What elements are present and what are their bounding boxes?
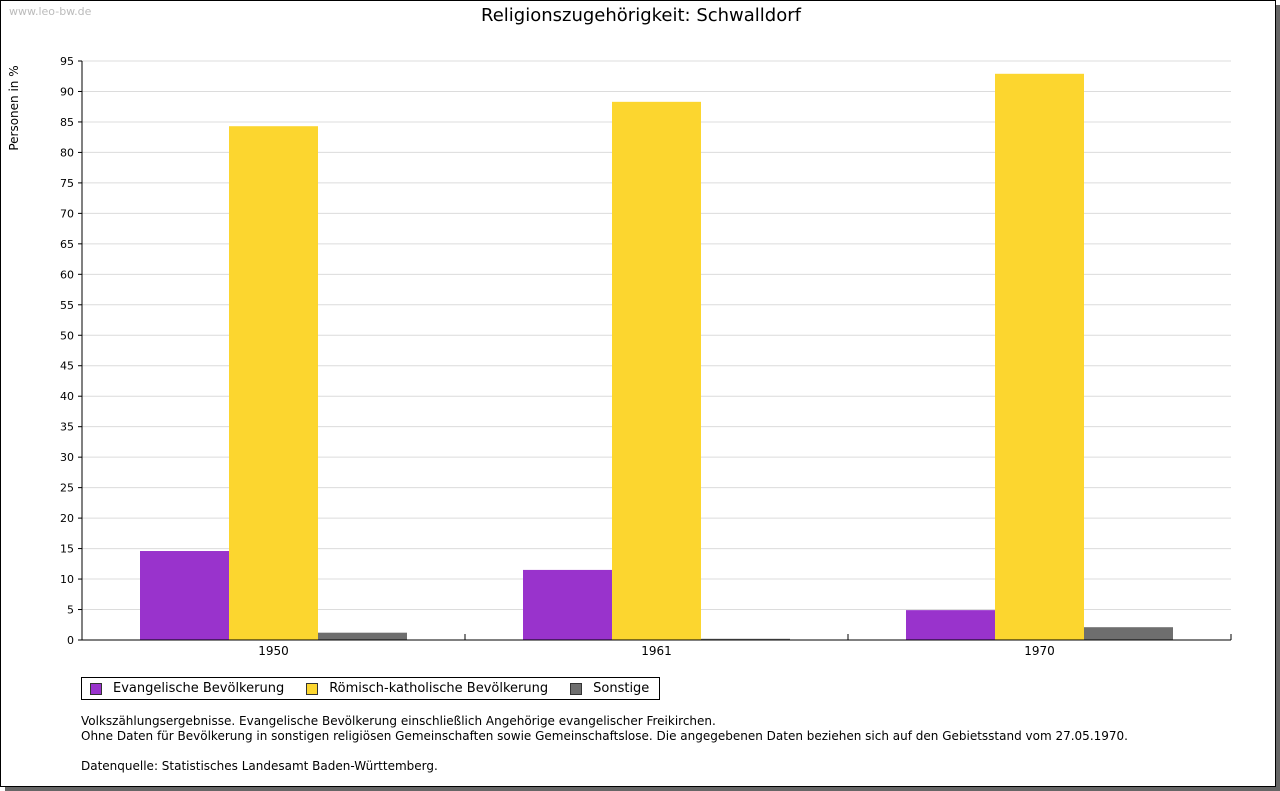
y-tick-label: 90 [60, 85, 74, 98]
y-tick-label: 5 [67, 604, 74, 617]
y-tick-label: 55 [60, 299, 74, 312]
bar-2-1970 [1084, 627, 1173, 640]
legend-item: Evangelische Bevölkerung [90, 681, 284, 696]
y-tick-label: 95 [60, 55, 74, 68]
x-tick-label: 1970 [1024, 644, 1055, 658]
y-tick-label: 65 [60, 238, 74, 251]
legend-item: Römisch-katholische Bevölkerung [306, 681, 548, 696]
y-tick-label: 45 [60, 360, 74, 373]
bar-2-1950 [318, 632, 407, 640]
notes: Volkszählungsergebnisse. Evangelische Be… [81, 714, 1128, 774]
y-tick-label: 15 [60, 543, 74, 556]
bar-1-1950 [229, 126, 318, 640]
legend-label: Sonstige [593, 681, 650, 696]
x-tick-label: 1950 [258, 644, 289, 658]
watermark: www.leo-bw.de [9, 5, 92, 18]
y-tick-label: 85 [60, 116, 74, 129]
y-tick-label: 40 [60, 390, 74, 403]
note-line [81, 744, 1128, 759]
bar-0-1950 [140, 551, 229, 640]
y-tick-label: 80 [60, 146, 74, 159]
y-tick-label: 50 [60, 329, 74, 342]
note-line: Volkszählungsergebnisse. Evangelische Be… [81, 714, 716, 728]
y-tick-label: 75 [60, 177, 74, 190]
legend-label: Römisch-katholische Bevölkerung [329, 681, 549, 696]
note-line: Datenquelle: Statistisches Landesamt Bad… [81, 759, 438, 773]
note-line: Ohne Daten für Bevölkerung in sonstigen … [81, 729, 1128, 743]
x-tick-label: 1961 [641, 644, 672, 658]
bar-0-1961 [523, 569, 612, 640]
legend-swatch [306, 682, 319, 695]
y-tick-label: 35 [60, 421, 74, 434]
legend-item: Sonstige [570, 681, 649, 696]
legend-swatch [90, 682, 102, 695]
legend-label: Evangelische Bevölkerung [113, 681, 285, 696]
legend: Evangelische Bevölkerung Römisch-katholis… [81, 677, 661, 700]
y-tick-label: 25 [60, 482, 74, 495]
chart-title: Religionszugehörigkeit: Schwalldorf [481, 5, 801, 26]
y-tick-label: 30 [60, 451, 74, 464]
y-tick-label: 70 [60, 207, 74, 220]
bar-0-1970 [906, 610, 995, 640]
bar-1-1961 [612, 101, 701, 641]
y-tick-label: 10 [60, 573, 74, 586]
y-tick-label: 0 [67, 634, 74, 647]
bar-2-1961 [701, 638, 790, 640]
plot-area: 0 5 10 15 20 25 30 35 40 45 50 55 60 65 70 75 80 85 90 95 19… [60, 55, 1232, 658]
y-tick-label: 60 [60, 268, 74, 281]
y-tick-label: 20 [60, 512, 74, 525]
bar-1-1970 [995, 73, 1084, 640]
legend-swatch [570, 682, 583, 695]
